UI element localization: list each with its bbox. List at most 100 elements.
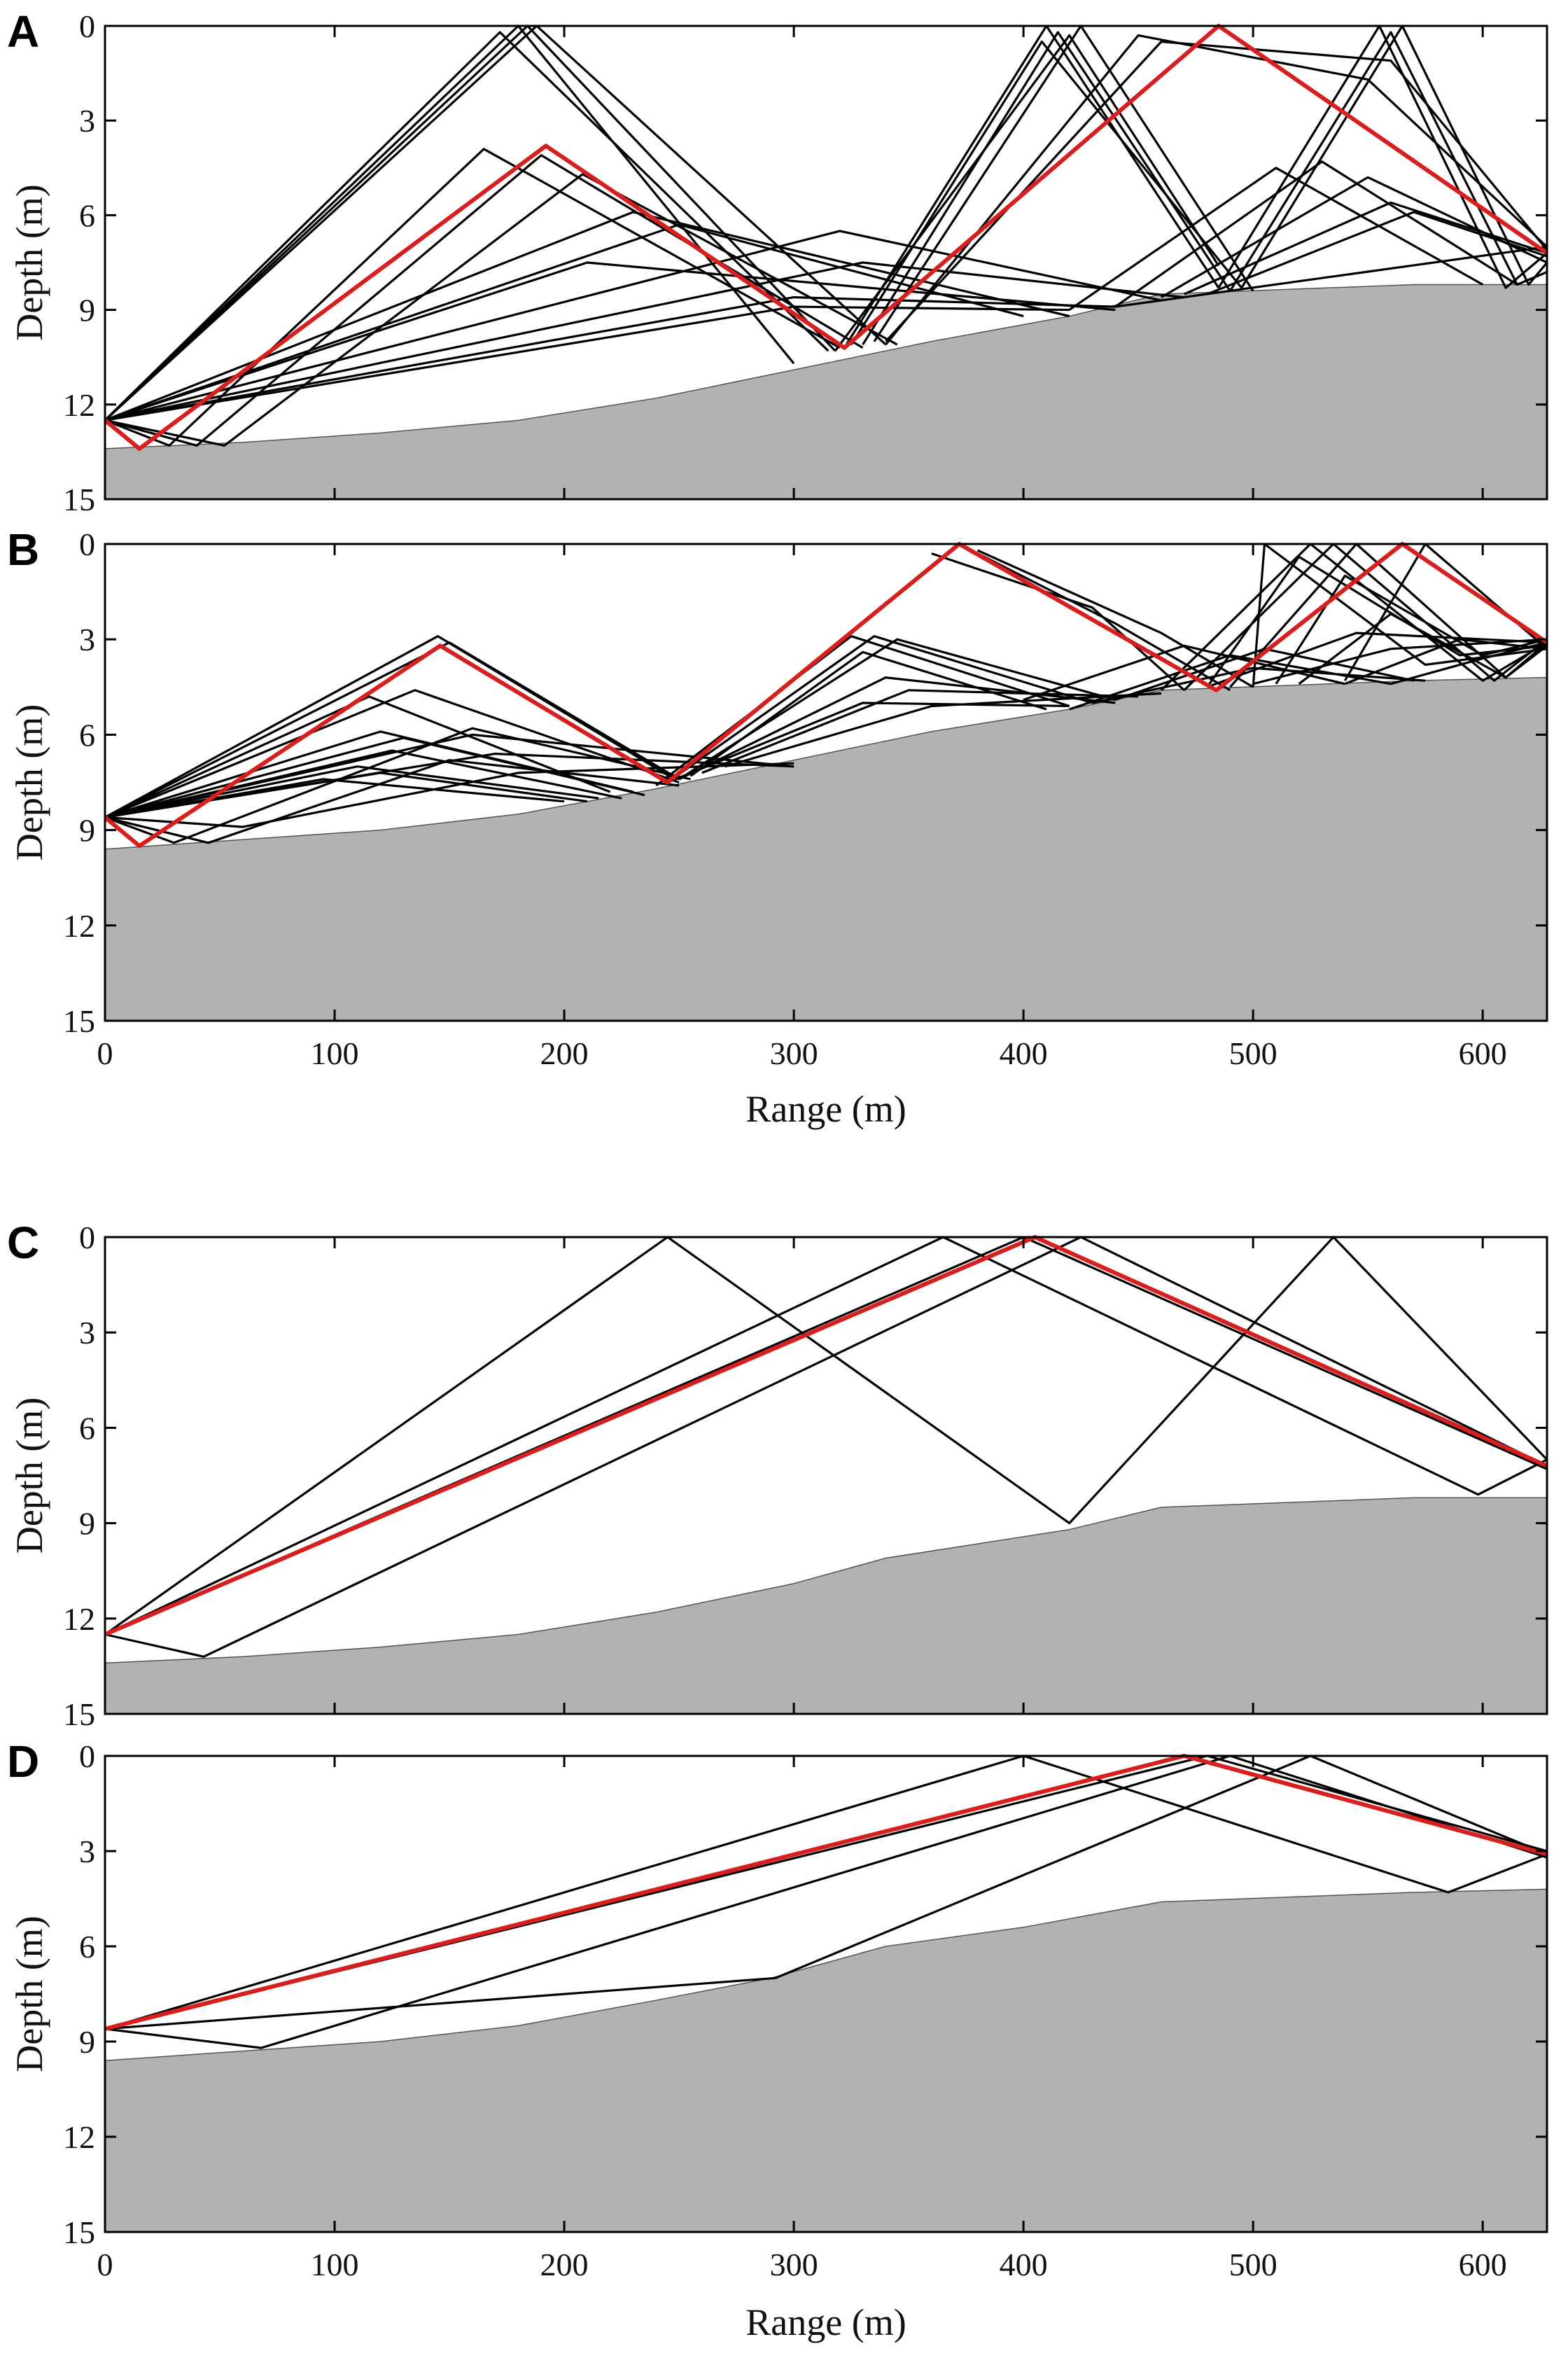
eigenray xyxy=(724,692,1161,768)
plot-frame xyxy=(104,1236,1548,1715)
x-tick-label: 300 xyxy=(770,1035,818,1071)
eigenray xyxy=(104,173,898,447)
seabed-area xyxy=(104,1888,1548,2233)
y-tick-label: 15 xyxy=(63,1003,95,1039)
y-tick-label: 9 xyxy=(79,293,95,328)
panel-c: 0 3 6 9 12 15 Depth (m) C xyxy=(7,1218,1548,1732)
y-tick-label: 0 xyxy=(79,8,95,44)
eigenray-highlighted xyxy=(104,24,1548,451)
y-tick-label: 6 xyxy=(79,717,95,753)
x-tick-label: 600 xyxy=(1459,2247,1507,2282)
eigenray xyxy=(104,737,645,818)
y-tick-label: 9 xyxy=(79,1506,95,1542)
y-tick-label: 12 xyxy=(63,2119,95,2155)
eigenray xyxy=(667,702,1070,783)
panel-letter: D xyxy=(7,1736,39,1787)
panel-letter: C xyxy=(7,1218,39,1268)
y-tick-label: 6 xyxy=(79,197,95,233)
eigenray xyxy=(1068,167,1483,311)
x-tick-label: 400 xyxy=(1000,2247,1048,2282)
seabed-area xyxy=(104,1497,1548,1715)
panel-letter: A xyxy=(7,6,39,57)
eigenray xyxy=(862,31,1231,346)
x-tick-label: 100 xyxy=(311,1035,359,1071)
eigenray-highlighted xyxy=(104,542,1548,849)
eigenray xyxy=(976,549,1254,688)
plot-frame xyxy=(104,543,1548,1022)
x-axis-title: Range (m) xyxy=(746,2301,906,2343)
eigenray xyxy=(104,727,691,844)
eigenray xyxy=(104,31,830,421)
eigenray xyxy=(655,635,1070,787)
eigenray xyxy=(1092,667,1426,704)
eigenray xyxy=(1217,25,1548,289)
eigenray xyxy=(1229,543,1548,688)
eigenray xyxy=(666,635,1093,783)
y-axis-title: Depth (m) xyxy=(8,1916,50,2072)
x-tick-label: 500 xyxy=(1229,2247,1278,2282)
x-tick-label: 600 xyxy=(1459,1035,1507,1071)
eigenray xyxy=(104,1236,1548,1635)
x-tick-label: 0 xyxy=(97,1035,113,1071)
plot-frame xyxy=(104,1754,1548,2233)
eigenray xyxy=(104,765,599,818)
eigenray xyxy=(104,689,680,818)
eigenray xyxy=(104,635,676,818)
y-tick-label: 15 xyxy=(63,482,95,517)
y-tick-label: 0 xyxy=(79,1220,95,1255)
eigenray xyxy=(104,261,1116,421)
y-tick-label: 3 xyxy=(79,1315,95,1351)
eigenray xyxy=(104,759,680,844)
y-tick-label: 15 xyxy=(63,1696,95,1732)
y-tick-label: 3 xyxy=(79,103,95,139)
eigenray xyxy=(690,650,1047,777)
y-axis-title: Depth (m) xyxy=(8,704,50,860)
eigenray xyxy=(701,689,1139,774)
x-tick-label: 500 xyxy=(1229,1035,1278,1071)
y-tick-label: 12 xyxy=(63,1601,95,1637)
eigenray xyxy=(1160,543,1548,691)
eigenray xyxy=(1183,543,1548,691)
eigenray xyxy=(104,641,680,818)
panel-letter: B xyxy=(7,524,39,575)
y-tick-label: 3 xyxy=(79,622,95,657)
eigenray xyxy=(104,1236,1548,1658)
y-tick-label: 9 xyxy=(79,813,95,849)
y-tick-label: 6 xyxy=(79,1929,95,1965)
plot-frame xyxy=(104,25,1548,501)
eigenray xyxy=(1184,201,1548,295)
x-axis-title: Range (m) xyxy=(746,1088,906,1130)
panel-a: 0 3 6 9 12 15 Depth (m) A xyxy=(7,6,1548,517)
y-tick-label: 12 xyxy=(63,387,95,423)
eigenray xyxy=(104,261,1184,421)
eigenray xyxy=(1228,31,1548,292)
eigenray xyxy=(104,25,887,421)
y-tick-label: 12 xyxy=(63,908,95,944)
eigenray xyxy=(104,25,795,421)
eigenray xyxy=(885,34,1548,346)
eigenray xyxy=(104,1754,1548,2030)
eigenray xyxy=(1275,574,1548,685)
eigenray xyxy=(1240,25,1548,288)
y-tick-label: 0 xyxy=(79,1738,95,1774)
eigenray xyxy=(104,245,1548,421)
x-tick-label: 200 xyxy=(540,2247,589,2282)
eigenray xyxy=(931,552,1185,691)
eigenray xyxy=(104,305,1070,421)
eigenray xyxy=(1344,638,1548,685)
x-tick-label: 0 xyxy=(97,2247,113,2282)
y-tick-label: 9 xyxy=(79,2024,95,2060)
x-tick-label: 400 xyxy=(1000,1035,1048,1071)
y-axis-title: Depth (m) xyxy=(8,1397,50,1554)
x-tick-label: 100 xyxy=(311,2247,359,2282)
eigenray xyxy=(1390,641,1548,685)
eigenray xyxy=(104,695,611,818)
y-tick-label: 6 xyxy=(79,1410,95,1446)
eigenray xyxy=(104,223,1024,421)
eigenray xyxy=(104,1754,1548,2030)
eigenray xyxy=(1206,632,1548,688)
